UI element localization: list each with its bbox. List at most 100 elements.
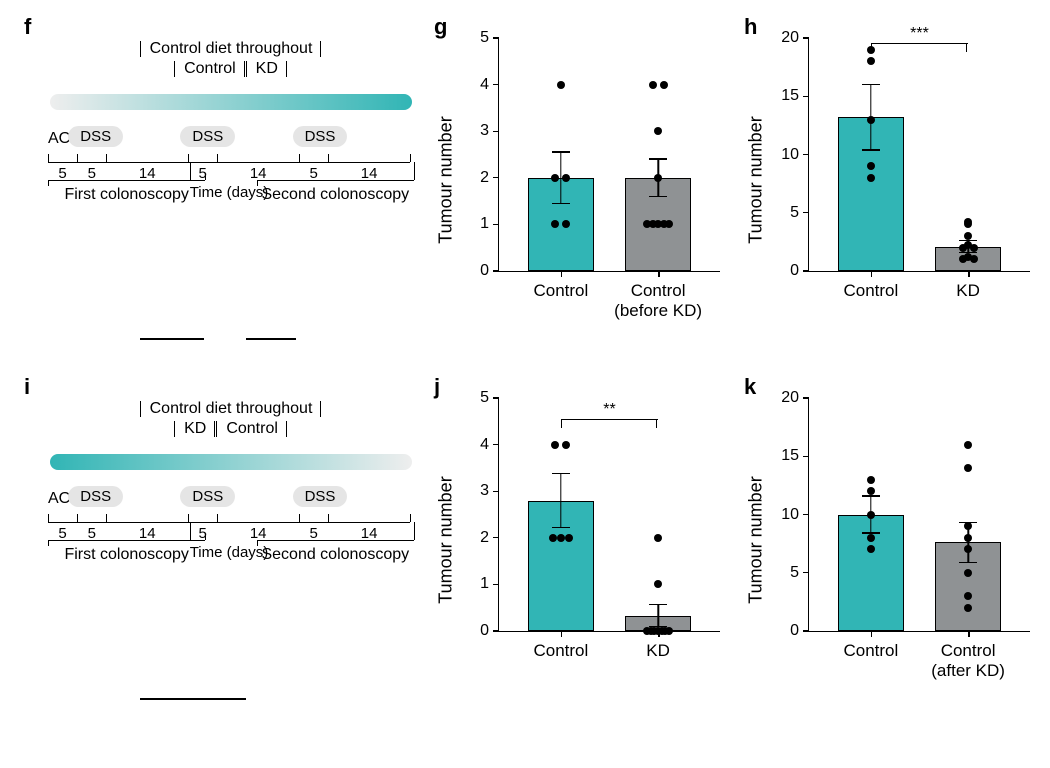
schematic-i: Control diet throughoutKDControlAOMDSSDS… bbox=[30, 380, 420, 578]
data-point bbox=[562, 174, 570, 182]
significance-label: *** bbox=[910, 25, 929, 43]
data-point bbox=[654, 174, 662, 182]
data-point bbox=[562, 220, 570, 228]
chart-k: Tumour number05101520ControlControl(afte… bbox=[750, 380, 1040, 700]
data-point bbox=[557, 81, 565, 89]
y-tick-label: 20 bbox=[781, 389, 799, 407]
first-colonoscopy-label: First colonoscopy bbox=[64, 546, 189, 564]
schematic-row2-right: Control bbox=[226, 420, 278, 438]
y-tick-label: 1 bbox=[480, 575, 489, 593]
panel-label-f: f bbox=[24, 14, 31, 40]
data-point bbox=[867, 162, 875, 170]
data-point bbox=[867, 116, 875, 124]
y-tick-label: 3 bbox=[480, 482, 489, 500]
x-label: Control bbox=[843, 641, 898, 661]
panel-h: h Tumour number05101520ControlKD*** bbox=[750, 20, 1040, 340]
panel-k: k Tumour number05101520ControlControl(af… bbox=[750, 380, 1040, 700]
data-point bbox=[964, 241, 972, 249]
x-label: Control(before KD) bbox=[614, 281, 702, 322]
timeline: AOMDSSDSSDSS5514514514Time (days)First c… bbox=[48, 124, 414, 214]
y-tick-label: 15 bbox=[781, 87, 799, 105]
gradient-bar bbox=[50, 454, 412, 470]
y-axis-title: Tumour number bbox=[436, 116, 457, 243]
y-tick-label: 20 bbox=[781, 29, 799, 47]
panel-f: f Control diet throughoutControlKDAOMDSS… bbox=[30, 20, 420, 340]
x-label: Control(after KD) bbox=[931, 641, 1005, 682]
panel-i: i Control diet throughoutKDControlAOMDSS… bbox=[30, 380, 420, 700]
time-caption: Time (days) bbox=[190, 184, 269, 201]
chart-g: Tumour number012345ControlControl(before… bbox=[440, 20, 730, 340]
plot-area: 05101520ControlControl(after KD) bbox=[808, 398, 1030, 632]
data-point bbox=[665, 220, 673, 228]
y-tick-label: 5 bbox=[480, 389, 489, 407]
x-label: Control bbox=[843, 281, 898, 301]
data-point bbox=[867, 174, 875, 182]
data-point bbox=[562, 441, 570, 449]
data-point bbox=[964, 534, 972, 542]
y-tick-label: 1 bbox=[480, 215, 489, 233]
schematic-row1-text: Control diet throughout bbox=[150, 400, 313, 418]
x-label: KD bbox=[646, 641, 670, 661]
plot-area: 05101520ControlKD*** bbox=[808, 38, 1030, 272]
y-tick-label: 10 bbox=[781, 506, 799, 524]
y-tick-label: 2 bbox=[480, 169, 489, 187]
data-point bbox=[660, 81, 668, 89]
significance-label: ** bbox=[603, 401, 615, 419]
dss-pill: DSS bbox=[293, 486, 348, 507]
y-axis-title: Tumour number bbox=[436, 476, 457, 603]
data-point bbox=[964, 545, 972, 553]
y-tick-label: 5 bbox=[480, 29, 489, 47]
data-point bbox=[565, 534, 573, 542]
significance-bracket bbox=[561, 419, 658, 420]
plot-area: 012345ControlControl(before KD) bbox=[498, 38, 720, 272]
y-tick-label: 10 bbox=[781, 146, 799, 164]
data-point bbox=[964, 441, 972, 449]
dss-pill: DSS bbox=[180, 126, 235, 147]
data-point bbox=[549, 534, 557, 542]
y-axis-title: Tumour number bbox=[746, 116, 767, 243]
panel-label-i: i bbox=[24, 374, 30, 400]
y-tick-label: 0 bbox=[480, 622, 489, 640]
data-point bbox=[654, 127, 662, 135]
data-point bbox=[557, 534, 565, 542]
data-point bbox=[964, 604, 972, 612]
x-label: Control bbox=[533, 641, 588, 661]
data-point bbox=[964, 232, 972, 240]
data-point bbox=[964, 253, 972, 261]
schematic-row2-left: Control bbox=[184, 60, 236, 78]
significance-bracket bbox=[871, 43, 968, 44]
panel-g: g Tumour number012345ControlControl(befo… bbox=[440, 20, 730, 340]
data-point bbox=[665, 627, 673, 635]
chart-h: Tumour number05101520ControlKD*** bbox=[750, 20, 1040, 340]
y-axis-title: Tumour number bbox=[746, 476, 767, 603]
dss-pill: DSS bbox=[293, 126, 348, 147]
data-point bbox=[551, 174, 559, 182]
schematic-row2-right: KD bbox=[256, 60, 278, 78]
data-point bbox=[964, 569, 972, 577]
y-tick-label: 5 bbox=[790, 564, 799, 582]
gradient-bar bbox=[50, 94, 412, 110]
data-point bbox=[551, 220, 559, 228]
schematic-row2-left: KD bbox=[184, 420, 206, 438]
dss-pill: DSS bbox=[68, 126, 123, 147]
data-point bbox=[867, 545, 875, 553]
schematic-f: Control diet throughoutControlKDAOMDSSDS… bbox=[30, 20, 420, 218]
time-caption: Time (days) bbox=[190, 544, 269, 561]
x-label: Control bbox=[533, 281, 588, 301]
second-colonoscopy-label: Second colonoscopy bbox=[261, 186, 409, 204]
data-point bbox=[867, 534, 875, 542]
y-tick-label: 3 bbox=[480, 122, 489, 140]
dss-pill: DSS bbox=[180, 486, 235, 507]
first-colonoscopy-label: First colonoscopy bbox=[64, 186, 189, 204]
data-point bbox=[964, 522, 972, 530]
data-point bbox=[867, 476, 875, 484]
data-point bbox=[964, 592, 972, 600]
data-point bbox=[964, 464, 972, 472]
y-tick-label: 0 bbox=[790, 262, 799, 280]
data-point bbox=[551, 441, 559, 449]
data-point bbox=[867, 511, 875, 519]
data-point bbox=[654, 534, 662, 542]
data-point bbox=[867, 487, 875, 495]
y-tick-label: 5 bbox=[790, 204, 799, 222]
chart-j: Tumour number012345ControlKD** bbox=[440, 380, 730, 700]
